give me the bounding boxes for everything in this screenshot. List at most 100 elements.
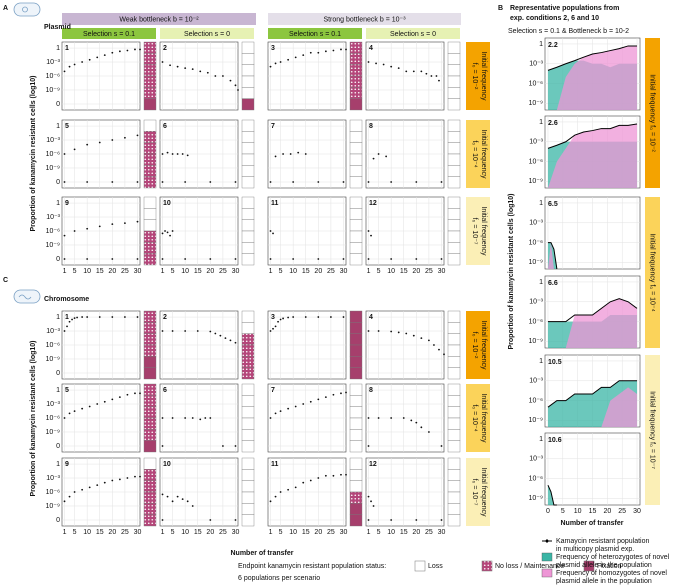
area <box>547 387 638 427</box>
y-tick-label: 10⁻⁶ <box>46 342 60 349</box>
y-tick-label: 10⁻⁹ <box>529 100 543 107</box>
x-tick-label: 15 <box>400 268 408 275</box>
x-tick-label: 15 <box>194 529 202 536</box>
data-point <box>304 316 307 318</box>
data-point <box>139 475 141 478</box>
data-point <box>124 136 126 139</box>
x-tick-label: 1 <box>161 529 165 536</box>
data-point <box>98 225 101 228</box>
frequency-box <box>466 311 490 379</box>
panel-label: 3 <box>271 45 275 52</box>
y-tick-label: 0 <box>56 179 60 186</box>
data-point <box>412 70 415 73</box>
data-point <box>171 153 174 155</box>
status-segment <box>241 491 255 504</box>
data-point <box>237 89 239 91</box>
data-point <box>76 316 78 319</box>
status-segment <box>447 514 461 527</box>
panel-label: 9 <box>65 461 69 468</box>
data-point <box>324 396 327 399</box>
data-point <box>410 419 413 422</box>
y-tick-label: 10⁻⁶ <box>46 415 60 422</box>
data-point <box>73 410 76 413</box>
data-point <box>111 479 114 482</box>
y-tick-label: 10⁻⁹ <box>529 338 543 345</box>
y-tick-label: 10⁻³ <box>529 220 543 227</box>
data-point <box>269 230 272 232</box>
status-segment <box>447 333 461 346</box>
data-point <box>171 330 174 332</box>
status-segment <box>241 176 255 189</box>
data-point <box>191 68 194 71</box>
x-tick-label: 10 <box>181 529 189 536</box>
status-segment <box>349 119 363 132</box>
data-point <box>66 325 68 328</box>
data-point <box>161 258 164 260</box>
data-point <box>274 155 277 158</box>
status-segment <box>447 230 461 243</box>
data-point <box>430 75 433 77</box>
y-tick-label: 1 <box>539 119 543 126</box>
y-tick-label: 10⁻⁹ <box>46 242 60 249</box>
status-segment <box>241 75 255 88</box>
data-point <box>68 65 71 68</box>
y-tick-label: 1 <box>539 436 543 443</box>
y-tick-label: 10⁻⁹ <box>46 429 60 436</box>
panel-label: 4 <box>369 314 373 321</box>
data-point <box>222 445 224 447</box>
data-point <box>63 330 66 332</box>
x-tick-label: 20 <box>412 529 420 536</box>
status-segment <box>447 480 461 493</box>
status-segment <box>447 503 461 515</box>
x-tick-label: 30 <box>438 529 446 536</box>
frequency-label: Initial frequency <box>480 320 487 370</box>
data-point <box>397 67 400 69</box>
line <box>547 298 638 323</box>
status-segment <box>241 98 255 111</box>
data-point <box>191 417 194 419</box>
data-point <box>397 331 400 334</box>
status-segment <box>241 196 255 209</box>
data-point <box>402 417 405 419</box>
data-point <box>204 417 207 419</box>
frequency-label: Initial frequency <box>480 51 487 101</box>
data-point <box>405 70 408 73</box>
status-segment <box>241 230 255 243</box>
status-segment <box>349 417 363 430</box>
panel-label: 6.5 <box>548 201 558 208</box>
data-point <box>377 330 380 332</box>
status-segment <box>241 219 255 232</box>
frequency-label: Initial frequency <box>480 206 487 256</box>
status-segment <box>241 333 255 346</box>
data-point <box>71 318 73 321</box>
data-point <box>269 181 272 183</box>
status-segment <box>447 367 461 380</box>
y-tick-label: 10⁻⁹ <box>46 87 60 94</box>
data-point <box>294 486 297 489</box>
data-point <box>219 334 222 337</box>
data-point <box>274 495 277 498</box>
x-tick-label: 15 <box>194 268 202 275</box>
status-segment <box>143 53 157 65</box>
status-segment <box>241 406 255 419</box>
bottleneck-header <box>268 13 461 25</box>
frequency-label: Initial frequency f₀ = 10⁻⁷ <box>649 391 656 469</box>
status-segment <box>143 131 157 143</box>
data-point <box>330 316 332 318</box>
legend-label: Kamaycin resistant population <box>556 538 649 545</box>
data-point <box>317 316 320 318</box>
status-segment <box>241 41 255 54</box>
status-segment <box>349 196 363 209</box>
selection-header <box>160 28 254 39</box>
status-segment <box>241 480 255 493</box>
x-tick-label: 1 <box>269 268 273 275</box>
chart-title: exp. conditions 2, 6 and 10 <box>510 15 599 22</box>
y-tick-label: 0 <box>56 443 60 450</box>
data-point <box>209 258 212 260</box>
data-point <box>184 258 187 260</box>
data-point <box>136 220 139 223</box>
data-point <box>63 181 66 183</box>
data-point <box>367 330 370 332</box>
legend-label: in multicopy plasmid exp. <box>556 546 634 553</box>
